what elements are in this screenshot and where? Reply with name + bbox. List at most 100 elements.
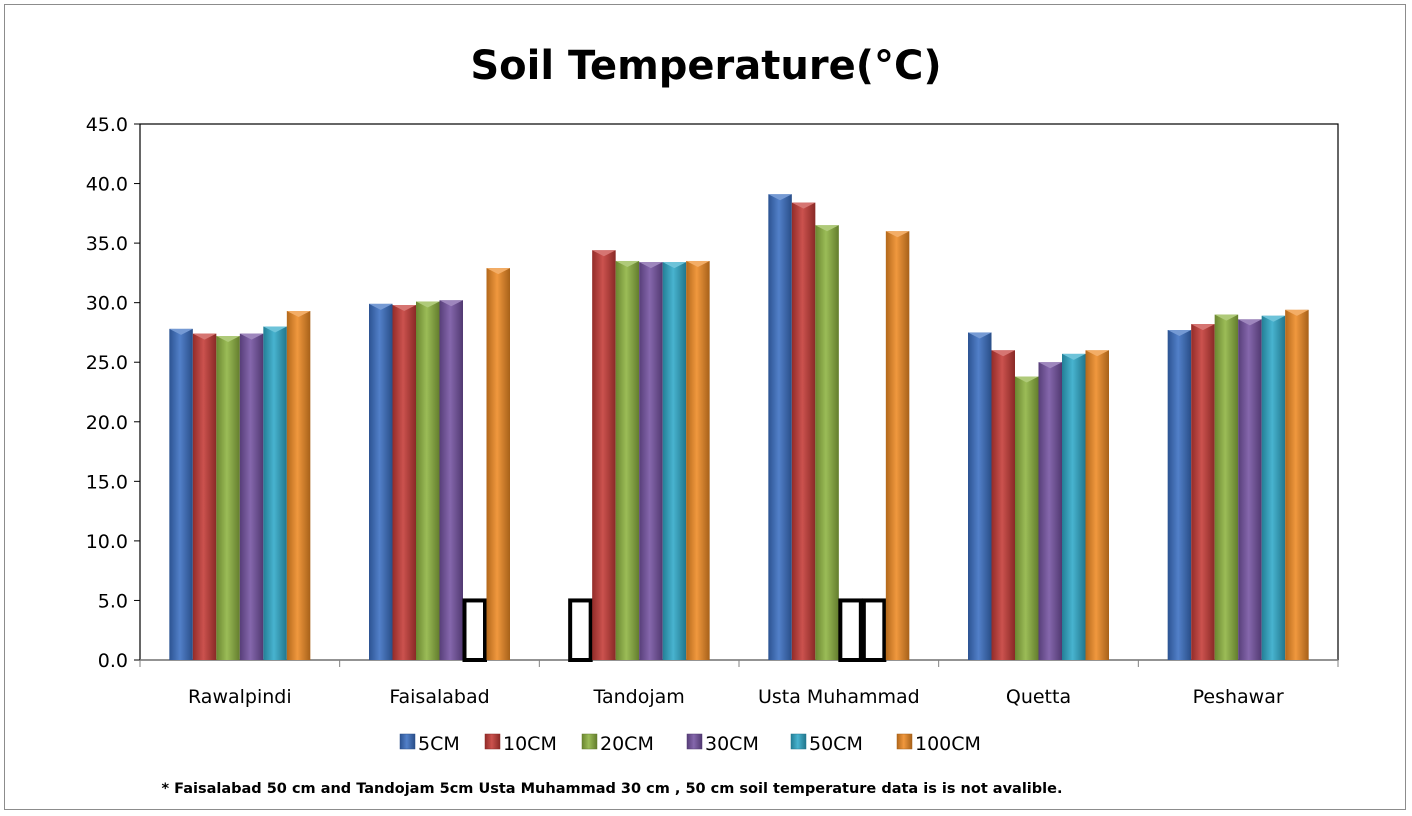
y-tick-label: 25.0 — [86, 352, 128, 374]
bar-cap — [192, 333, 217, 340]
bar — [1038, 362, 1062, 660]
y-tick-label: 40.0 — [86, 174, 128, 196]
bar — [885, 231, 910, 660]
bar — [239, 333, 264, 660]
y-tick-label: 0.0 — [98, 650, 128, 672]
y-tick-label: 20.0 — [86, 412, 128, 434]
bar — [392, 305, 416, 660]
bar — [1214, 314, 1239, 660]
missing-data-marker — [568, 598, 593, 663]
category-label: Peshawar — [1193, 686, 1284, 708]
legend-label: 5CM — [418, 733, 460, 755]
category-label: Quetta — [1006, 686, 1071, 708]
legend-swatch — [484, 733, 501, 750]
bar-cap — [486, 268, 510, 275]
category-label: Faisalabad — [389, 686, 489, 708]
bar — [1238, 319, 1262, 660]
bar-cap — [216, 336, 240, 343]
bar — [815, 225, 839, 660]
bar — [968, 332, 992, 660]
chart-footnote: * Faisalabad 50 cm and Tandojam 5cm Usta… — [162, 781, 1063, 797]
bar — [1015, 376, 1039, 660]
bar-cap — [239, 333, 264, 340]
missing-data-marker — [861, 598, 887, 663]
plot-border — [139, 123, 1339, 661]
y-tick-label: 45.0 — [86, 114, 128, 136]
missing-data-marker — [462, 598, 487, 663]
legend-swatch — [896, 733, 913, 750]
legend-label: 10CM — [503, 733, 557, 755]
bar-cap — [768, 194, 792, 201]
bar-cap — [416, 301, 440, 308]
legend-swatch — [686, 733, 703, 750]
legend-swatch — [399, 733, 416, 750]
bar — [1062, 353, 1086, 660]
bar — [439, 300, 463, 660]
bar-cap — [592, 250, 616, 257]
bar — [662, 262, 687, 660]
bar — [1285, 309, 1309, 660]
bar — [263, 326, 287, 660]
bar-cap — [1015, 376, 1039, 383]
legend-label: 20CM — [600, 733, 654, 755]
bar-cap — [968, 332, 992, 339]
bar — [169, 328, 193, 660]
bar-cap — [615, 260, 640, 267]
bar — [991, 350, 1015, 660]
chart-title: Soil Temperature(°C) — [470, 43, 941, 89]
bar-cap — [1167, 330, 1192, 337]
bar-cap — [662, 262, 687, 269]
bar — [1261, 315, 1286, 660]
bar-cap — [791, 202, 816, 209]
bar-cap — [1261, 315, 1286, 322]
category-label: Tandojam — [593, 686, 685, 708]
bar-cap — [439, 300, 463, 307]
bar-cap — [1285, 309, 1309, 316]
bar — [286, 311, 311, 660]
bar-cap — [1062, 353, 1086, 360]
bar-cap — [392, 305, 416, 312]
y-tick-label: 5.0 — [98, 590, 128, 612]
bar-cap — [1238, 319, 1262, 326]
bar — [615, 260, 640, 660]
bar-cap — [169, 328, 193, 335]
bar — [1167, 330, 1192, 660]
bar-cap — [286, 311, 311, 318]
bar — [791, 202, 816, 660]
bar — [592, 250, 616, 660]
bar-cap — [639, 262, 663, 269]
bar-cap — [1214, 314, 1239, 321]
bar — [1085, 350, 1109, 660]
bar-cap — [885, 231, 910, 238]
bar — [1191, 324, 1215, 660]
bar — [639, 262, 663, 660]
y-tick-label: 30.0 — [86, 293, 128, 315]
bar-cap — [263, 326, 287, 333]
plot-area: 0.0 5.0 10.0 15.0 20.0 25.0 30.0 35.0 40.0 45.0 Ra… — [86, 114, 1339, 755]
bar — [192, 333, 217, 660]
legend-swatch — [581, 733, 598, 750]
bar — [416, 301, 440, 660]
bar — [369, 303, 393, 660]
bar-cap — [686, 260, 710, 267]
legend-label: 50CM — [809, 733, 863, 755]
y-tick-label: 35.0 — [86, 233, 128, 255]
missing-data-marker — [838, 598, 863, 663]
bar — [216, 336, 240, 660]
legend-label: 100CM — [915, 733, 981, 755]
y-tick-label: 10.0 — [86, 531, 128, 553]
bar-cap — [1191, 324, 1215, 331]
bar-cap — [815, 225, 839, 232]
bar — [768, 194, 792, 660]
category-label: Usta Muhammad — [758, 686, 920, 708]
category-label: Rawalpindi — [188, 686, 292, 708]
bar-cap — [1085, 350, 1109, 357]
bar-cap — [1038, 362, 1062, 369]
bar-cap — [991, 350, 1015, 357]
legend-label: 30CM — [705, 733, 759, 755]
legend-swatch — [790, 733, 807, 750]
bar-cap — [369, 303, 393, 310]
bar — [486, 268, 510, 660]
y-tick-label: 15.0 — [86, 471, 128, 493]
